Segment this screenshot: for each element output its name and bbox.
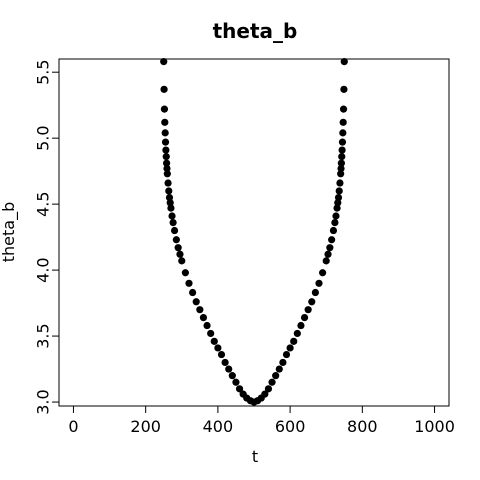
data-point — [162, 153, 170, 161]
data-point — [166, 199, 174, 207]
data-point — [340, 85, 348, 93]
data-point — [172, 236, 180, 244]
data-point — [164, 179, 172, 187]
data-point — [214, 344, 222, 352]
data-point — [264, 385, 273, 393]
data-point — [335, 187, 343, 195]
data-point — [336, 179, 344, 187]
data-point — [339, 118, 347, 126]
data-point — [328, 236, 336, 244]
y-tick-label: 4.5 — [34, 191, 53, 216]
data-point — [331, 219, 339, 227]
x-tick-label: 600 — [275, 417, 306, 436]
data-point — [160, 105, 169, 113]
data-point — [334, 193, 343, 202]
data-point — [207, 329, 215, 338]
data-point — [282, 350, 291, 359]
data-point — [338, 146, 346, 154]
data-point — [170, 226, 179, 235]
data-point — [189, 288, 197, 297]
data-point — [308, 298, 316, 306]
x-axis-label: t — [252, 447, 258, 466]
data-point — [337, 170, 345, 178]
data-point — [337, 164, 345, 173]
data-point — [160, 58, 168, 66]
x-tick-label: 400 — [203, 417, 234, 436]
x-tick-label: 1000 — [414, 417, 455, 436]
data-point — [334, 199, 342, 207]
data-point — [326, 244, 334, 252]
data-point — [293, 329, 301, 338]
data-point — [332, 212, 340, 220]
data-point — [268, 378, 276, 386]
data-point — [290, 337, 298, 345]
data-point — [168, 212, 176, 220]
data-point — [176, 250, 184, 258]
y-tick-label: 3.0 — [34, 389, 53, 414]
data-point — [181, 269, 189, 277]
data-point — [161, 118, 169, 126]
data-point — [275, 365, 283, 373]
y-tick-label: 3.5 — [34, 323, 53, 348]
y-tick-label: 4.0 — [34, 257, 53, 282]
data-point — [160, 85, 168, 93]
data-point — [161, 138, 170, 146]
y-axis: 3.0 3.5 4.0 4.5 5.0 5.5 — [34, 59, 60, 415]
data-point — [199, 314, 208, 322]
data-point — [225, 365, 233, 373]
data-point — [340, 58, 348, 66]
data-point — [322, 257, 330, 265]
data-point — [163, 170, 171, 178]
data-point — [167, 204, 175, 212]
plot-frame — [58, 58, 450, 407]
data-point — [319, 269, 327, 277]
data-point — [165, 187, 173, 195]
data-point — [217, 350, 226, 359]
data-point — [192, 298, 200, 306]
data-point — [272, 372, 280, 380]
data-point — [337, 159, 345, 167]
data-point — [311, 288, 319, 297]
data-point — [297, 321, 305, 330]
x-tick-label: 0 — [68, 417, 78, 436]
data-point — [339, 105, 348, 113]
data-point — [315, 279, 323, 287]
data-point — [185, 279, 193, 287]
x-tick-label: 800 — [347, 417, 378, 436]
data-point — [162, 146, 170, 154]
data-point — [324, 250, 332, 258]
data-point — [304, 306, 312, 314]
data-point — [235, 385, 244, 393]
x-axis: 0 200 400 600 800 1000 — [68, 405, 455, 436]
y-tick-label: 5.5 — [34, 59, 53, 84]
data-point — [174, 244, 182, 252]
data-points — [160, 58, 348, 406]
data-point — [228, 372, 236, 380]
data-point — [300, 314, 309, 322]
data-point — [169, 219, 177, 227]
data-point — [163, 164, 171, 173]
data-point — [163, 159, 171, 167]
data-point — [329, 226, 338, 235]
data-point — [333, 204, 341, 212]
data-point — [232, 378, 240, 386]
data-point — [165, 193, 174, 202]
data-point — [339, 129, 347, 137]
data-point — [161, 129, 169, 137]
data-point — [279, 358, 287, 367]
data-point — [221, 358, 229, 367]
data-point — [196, 306, 204, 314]
data-point — [203, 321, 211, 330]
data-point — [286, 344, 294, 352]
data-point — [338, 138, 347, 146]
chart-title: theta_b — [213, 19, 298, 43]
data-point — [338, 153, 346, 161]
data-point — [178, 257, 186, 265]
y-axis-label: theta_b — [0, 202, 19, 263]
data-point — [261, 390, 269, 398]
y-tick-label: 5.0 — [34, 125, 53, 150]
x-tick-label: 200 — [130, 417, 161, 436]
data-point — [210, 337, 218, 345]
